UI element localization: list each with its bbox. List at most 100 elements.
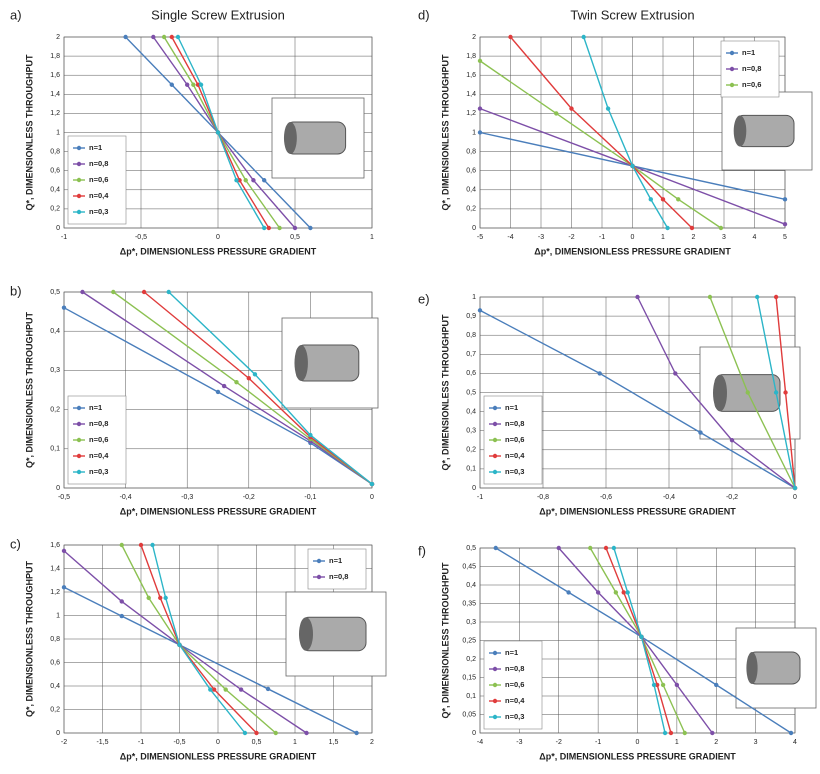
y-tick-label: 0,45	[462, 563, 476, 570]
x-tick-label: 1	[675, 739, 679, 746]
data-point	[120, 599, 124, 603]
x-tick-label: 1,5	[329, 739, 339, 746]
data-point	[266, 687, 270, 691]
x-tick-label: -2	[568, 234, 574, 241]
x-tick-label: -1	[138, 739, 144, 746]
data-point	[652, 683, 656, 687]
data-point	[253, 372, 257, 376]
data-point	[690, 226, 694, 230]
data-point	[649, 197, 653, 201]
legend-marker	[77, 470, 81, 474]
y-tick-label: 0,6	[50, 659, 60, 666]
data-point	[719, 226, 723, 230]
data-point	[111, 290, 115, 294]
screw-end	[734, 115, 747, 146]
data-point	[176, 35, 180, 39]
panel-label: c)	[10, 536, 21, 551]
y-axis-label: Q*, DIMENSIONLESS THROUGHPUT	[440, 54, 450, 211]
data-point	[676, 197, 680, 201]
x-tick-label: 4	[753, 234, 757, 241]
legend-marker	[730, 83, 734, 87]
data-point	[212, 687, 216, 691]
y-tick-label: 0,5	[466, 389, 476, 396]
legend-label: n=1	[329, 556, 342, 565]
data-point	[639, 635, 643, 639]
x-tick-label: 3	[754, 739, 758, 746]
data-point	[582, 35, 586, 39]
data-point	[167, 290, 171, 294]
legend-marker	[493, 438, 497, 442]
y-tick-label: 0,9	[466, 313, 476, 320]
y-tick-label: 1,4	[50, 91, 60, 98]
data-point	[370, 482, 374, 486]
legend-label: n=0,3	[505, 467, 524, 476]
data-point	[354, 731, 358, 735]
legend-label: n=0,4	[505, 451, 525, 460]
data-point	[774, 390, 778, 394]
data-point	[630, 164, 634, 168]
x-tick-label: -0,4	[120, 494, 132, 501]
data-point	[254, 731, 258, 735]
legend-label: n=0,8	[742, 64, 761, 73]
chart: 00,20,40,60,811,21,41,61,82-5-4-3-2-1012…	[418, 7, 812, 256]
legend-marker	[317, 559, 321, 563]
screw-end	[746, 652, 757, 684]
x-tick-label: -3	[538, 234, 544, 241]
legend-marker	[493, 422, 497, 426]
data-point	[123, 35, 127, 39]
data-point	[170, 35, 174, 39]
data-point	[683, 731, 687, 735]
y-tick-label: 0,4	[50, 187, 60, 194]
y-tick-label: 0,2	[50, 706, 60, 713]
data-point	[755, 295, 759, 299]
x-tick-label: -0,2	[243, 494, 255, 501]
data-point	[793, 486, 797, 490]
x-tick-label: 2	[692, 234, 696, 241]
x-tick-label: 2	[714, 739, 718, 746]
y-axis-label: Q*, DIMENSIONLESS THROUGHPUT	[440, 562, 450, 719]
y-tick-label: 0,6	[466, 370, 476, 377]
x-tick-label: -0,6	[600, 494, 612, 501]
y-tick-label: 0,8	[466, 332, 476, 339]
data-point	[62, 305, 66, 309]
data-point	[622, 590, 626, 594]
legend-label: n=0,4	[89, 191, 109, 200]
data-point	[234, 178, 238, 182]
y-tick-label: 1,2	[50, 589, 60, 596]
y-tick-label: 0,2	[50, 206, 60, 213]
data-point	[262, 178, 266, 182]
y-tick-label: 0,5	[50, 289, 60, 296]
data-point	[478, 106, 482, 110]
data-point	[554, 111, 558, 115]
y-tick-label: 0,5	[466, 545, 476, 552]
data-point	[663, 731, 667, 735]
data-point	[244, 178, 248, 182]
y-tick-label: 0,3	[50, 367, 60, 374]
x-tick-label: -0,1	[304, 494, 316, 501]
data-point	[151, 35, 155, 39]
data-point	[251, 178, 255, 182]
y-tick-label: 1,8	[50, 53, 60, 60]
data-point	[604, 546, 608, 550]
y-tick-label: 0,35	[462, 600, 476, 607]
x-tick-label: -0,3	[181, 494, 193, 501]
data-point	[708, 295, 712, 299]
legend-label: n=0,8	[89, 419, 108, 428]
y-tick-label: 0,8	[466, 148, 476, 155]
x-tick-label: -0,2	[726, 494, 738, 501]
screw-end	[713, 375, 727, 412]
x-tick-label: -0,4	[663, 494, 675, 501]
x-tick-label: 1	[293, 739, 297, 746]
legend-marker	[77, 422, 81, 426]
x-tick-label: -1	[595, 739, 601, 746]
y-tick-label: 0	[472, 485, 476, 492]
legend-label: n=0,8	[89, 159, 108, 168]
x-tick-label: 2	[370, 739, 374, 746]
chart: 00,10,20,30,40,50,60,70,80,91-1-0,8-0,6-…	[418, 291, 800, 516]
legend-marker	[493, 715, 497, 719]
y-axis-label: Q*, DIMENSIONLESS THROUGHPUT	[24, 311, 34, 468]
legend-marker	[77, 210, 81, 214]
y-axis-label: Q*, DIMENSIONLESS THROUGHPUT	[440, 314, 450, 471]
legend-label: n=1	[505, 648, 518, 657]
data-point	[783, 390, 787, 394]
